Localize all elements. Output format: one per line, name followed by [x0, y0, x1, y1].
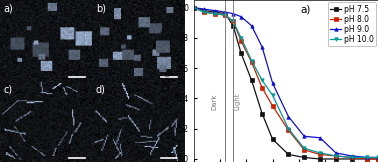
Text: c): c)	[4, 84, 13, 94]
pH 9.0	[302, 135, 307, 137]
pH 10.0	[365, 156, 370, 158]
pH 7.5	[376, 158, 378, 160]
pH 10.0	[249, 60, 254, 62]
pH 8.0	[202, 11, 206, 13]
pH 7.5	[223, 13, 228, 15]
pH 7.5	[249, 79, 254, 81]
pH 10.0	[223, 14, 228, 16]
pH 10.0	[270, 94, 275, 96]
pH 7.5	[302, 156, 307, 158]
Text: Dark: Dark	[212, 93, 218, 110]
Text: d): d)	[96, 84, 106, 94]
pH 8.0	[365, 158, 370, 160]
pH 10.0	[376, 156, 378, 158]
pH 7.5	[286, 153, 291, 155]
pH 9.0	[318, 137, 322, 139]
pH 10.0	[302, 147, 307, 149]
pH 7.5	[318, 158, 322, 160]
pH 10.0	[286, 128, 291, 130]
pH 8.0	[239, 40, 243, 42]
pH 7.5	[270, 138, 275, 140]
Line: pH 8.0: pH 8.0	[192, 6, 378, 161]
Line: pH 9.0: pH 9.0	[192, 6, 378, 159]
pH 10.0	[349, 156, 354, 158]
pH 7.5	[231, 25, 235, 27]
pH 8.0	[349, 156, 354, 158]
pH 9.0	[239, 16, 243, 18]
pH 9.0	[365, 156, 370, 158]
pH 7.5	[365, 158, 370, 160]
pH 10.0	[334, 155, 338, 157]
pH 7.5	[239, 52, 243, 54]
Legend: pH 7.5, pH 8.0, pH 9.0, pH 10.0: pH 7.5, pH 8.0, pH 9.0, pH 10.0	[327, 2, 376, 46]
pH 8.0	[334, 155, 338, 157]
pH 9.0	[212, 10, 217, 12]
pH 10.0	[239, 37, 243, 39]
pH 8.0	[286, 129, 291, 131]
Text: b): b)	[96, 3, 106, 13]
pH 7.5	[334, 158, 338, 160]
pH 8.0	[212, 13, 217, 15]
pH 7.5	[202, 10, 206, 12]
pH 10.0	[191, 7, 196, 9]
pH 9.0	[376, 156, 378, 158]
Y-axis label: C/C₀: C/C₀	[162, 71, 171, 91]
Line: pH 10.0: pH 10.0	[192, 6, 378, 159]
pH 9.0	[249, 25, 254, 27]
pH 8.0	[302, 149, 307, 151]
pH 8.0	[231, 20, 235, 22]
pH 10.0	[231, 20, 235, 22]
pH 8.0	[191, 7, 196, 9]
pH 9.0	[270, 82, 275, 84]
Text: a): a)	[301, 5, 311, 15]
pH 9.0	[286, 116, 291, 118]
pH 10.0	[318, 152, 322, 154]
pH 9.0	[191, 7, 196, 9]
pH 9.0	[223, 11, 228, 13]
pH 8.0	[376, 158, 378, 160]
pH 9.0	[202, 8, 206, 10]
pH 9.0	[334, 152, 338, 154]
Text: Light: Light	[235, 93, 241, 110]
pH 7.5	[349, 158, 354, 160]
pH 8.0	[249, 61, 254, 63]
pH 10.0	[202, 11, 206, 13]
pH 7.5	[212, 11, 217, 13]
Text: a): a)	[4, 3, 14, 13]
pH 8.0	[270, 105, 275, 107]
pH 9.0	[349, 155, 354, 157]
pH 8.0	[260, 87, 264, 89]
pH 9.0	[231, 13, 235, 15]
pH 7.5	[191, 7, 196, 9]
pH 10.0	[260, 79, 264, 81]
pH 7.5	[260, 113, 264, 115]
Line: pH 7.5: pH 7.5	[192, 6, 378, 161]
pH 9.0	[260, 46, 264, 48]
pH 8.0	[318, 153, 322, 155]
pH 10.0	[212, 13, 217, 15]
pH 8.0	[223, 14, 228, 16]
